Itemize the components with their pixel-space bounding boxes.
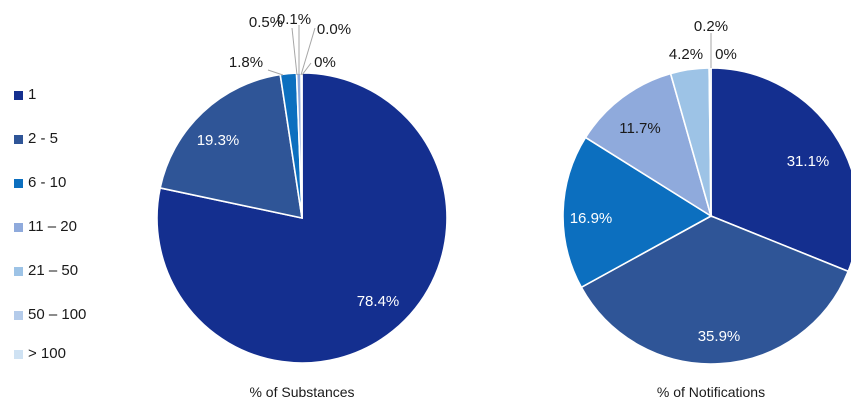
data-label: 0.5% [249, 14, 283, 31]
data-label: 0.1% [277, 11, 311, 28]
legend-swatch [14, 350, 23, 359]
data-label: 1.8% [229, 54, 263, 71]
chart-title: % of Substances [249, 384, 354, 400]
legend-label: > 100 [28, 345, 66, 362]
pie-slice [562, 136, 713, 289]
leader-line [300, 27, 316, 76]
leader-line [291, 27, 298, 76]
chart-title: % of Notifications [657, 384, 765, 400]
legend-swatch [14, 267, 23, 276]
pie-slice [710, 67, 851, 273]
leader-line [301, 62, 312, 76]
legend-label: 11 – 20 [28, 218, 77, 235]
legend-swatch [14, 135, 23, 144]
data-label: 31.1% [787, 153, 830, 170]
legend-label: 50 – 100 [28, 306, 87, 323]
data-label: 78.4% [357, 293, 400, 310]
pie-chart: 78.4% 19.3% 1.8% 0.5%0.1% 0.0% 0% % of Substan… [156, 11, 448, 400]
data-label: 4.2% [669, 46, 703, 63]
legend-swatch [14, 311, 23, 320]
data-label: 11.7% [619, 120, 660, 137]
data-label: 0.0% [317, 21, 351, 38]
data-label: 19.3% [197, 132, 240, 149]
pie-chart: 31.1% 35.9% 16.9% 11.7% 4.2% 0.2% 0% % of Notif… [562, 18, 851, 400]
pie-slice [584, 72, 713, 218]
pie-slice [300, 72, 303, 219]
data-label: 35.9% [698, 328, 741, 345]
legend-swatch [14, 223, 23, 232]
data-label: 16.9% [570, 210, 613, 227]
pie-slice [159, 73, 303, 220]
legend-label: 2 - 5 [28, 130, 59, 147]
pie-slice [580, 215, 850, 365]
legend-label: 21 – 50 [28, 262, 79, 279]
data-label: 0% [715, 46, 737, 63]
data-label: 0.2% [694, 18, 728, 35]
legend-label: 1 [28, 86, 37, 103]
legend-swatch [14, 179, 23, 188]
data-label: 0% [314, 54, 336, 71]
legend-swatch [14, 91, 23, 100]
legend-label: 6 - 10 [28, 174, 67, 191]
leader-line [267, 69, 284, 76]
